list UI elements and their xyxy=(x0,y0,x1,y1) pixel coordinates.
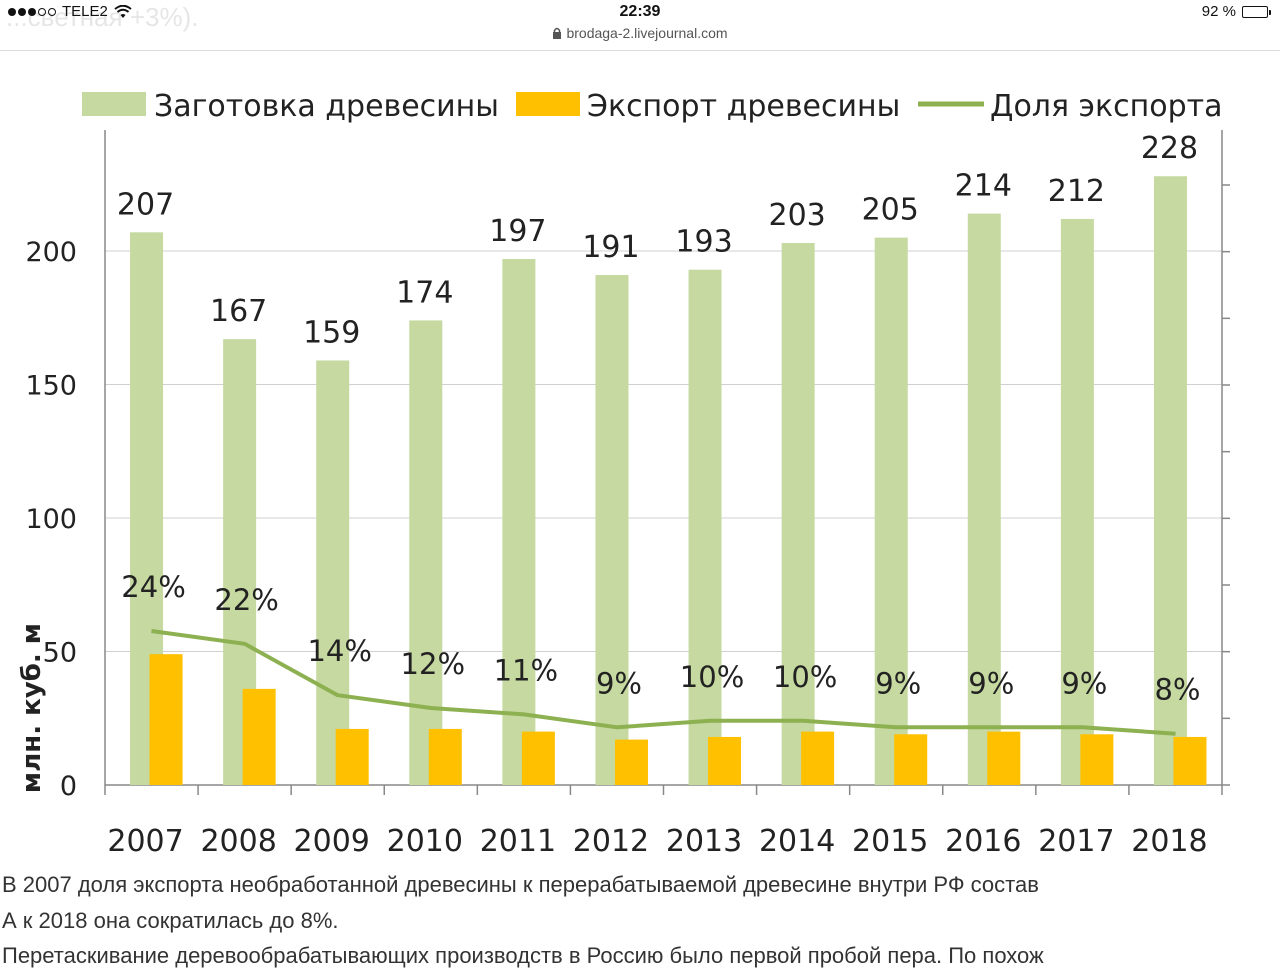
battery-percent: 92 % xyxy=(1201,3,1236,20)
share-label: 10% xyxy=(680,660,744,694)
y-tick-label: 50 xyxy=(43,638,77,669)
x-tick-label: 2010 xyxy=(387,824,463,859)
share-label: 9% xyxy=(875,666,921,700)
bar-harvest xyxy=(409,320,443,785)
y-axis-label: млн. куб. м xyxy=(17,623,47,793)
bar-value-label: 203 xyxy=(768,198,825,233)
bar-value-label: 159 xyxy=(303,315,360,350)
x-tick-label: 2007 xyxy=(107,824,183,859)
legend-label-share: Доля экспорта xyxy=(990,89,1223,124)
bar-harvest xyxy=(874,237,908,785)
legend-swatch-harvest xyxy=(82,92,146,116)
bar-value-label: 197 xyxy=(489,214,546,249)
share-label: 14% xyxy=(307,634,371,668)
bar-export xyxy=(894,734,928,785)
x-tick-label: 2013 xyxy=(666,824,742,859)
x-tick-label: 2017 xyxy=(1038,824,1114,859)
bar-export xyxy=(428,728,462,785)
bar-harvest xyxy=(967,213,1001,785)
bar-harvest xyxy=(316,360,350,785)
bar-value-label: 193 xyxy=(675,225,732,260)
bar-export xyxy=(149,654,183,785)
share-label: 9% xyxy=(596,666,642,700)
battery-info: 92 % xyxy=(1201,3,1271,20)
x-tick-label: 2012 xyxy=(573,824,649,859)
legend-label-harvest: Заготовка древесины xyxy=(154,89,499,124)
bar-harvest xyxy=(688,269,722,785)
bar-value-label: 228 xyxy=(1141,131,1198,166)
bar-export xyxy=(987,731,1021,785)
share-label: 9% xyxy=(968,666,1014,700)
status-bar: ...светная +3%). TELE2 22:39 brodaga-2.l… xyxy=(0,0,1280,51)
bar-value-label: 214 xyxy=(955,169,1012,204)
bar-value-label: 174 xyxy=(396,275,453,310)
clock: 22:39 xyxy=(619,3,661,20)
x-tick-label: 2011 xyxy=(480,824,556,859)
wifi-icon xyxy=(114,4,132,18)
caption-line-2: А к 2018 она сократилась до 8%. xyxy=(2,908,339,933)
bar-harvest xyxy=(502,259,536,785)
bar-value-label: 205 xyxy=(862,193,919,228)
y-tick-label: 150 xyxy=(25,371,77,402)
bar-harvest xyxy=(1060,218,1094,785)
share-label: 8% xyxy=(1154,673,1200,707)
bar-export xyxy=(708,736,742,785)
lock-icon xyxy=(553,27,562,39)
bar-value-label: 212 xyxy=(1048,174,1105,209)
y-tick-label: 0 xyxy=(60,771,77,802)
share-label: 10% xyxy=(773,660,837,694)
legend-label-export: Экспорт древесины xyxy=(587,89,900,124)
address-bar[interactable]: brodaga-2.livejournal.com xyxy=(0,25,1280,41)
bar-harvest xyxy=(781,242,815,786)
x-tick-label: 2018 xyxy=(1131,824,1207,859)
share-label: 11% xyxy=(494,653,558,687)
bar-export xyxy=(1173,736,1207,785)
share-label: 22% xyxy=(214,583,278,617)
url-text: brodaga-2.livejournal.com xyxy=(566,25,728,41)
caption-line-1: В 2007 доля экспорта необработанной древ… xyxy=(2,872,1039,897)
x-tick-label: 2008 xyxy=(200,824,276,859)
wood-harvest-export-chart: 0 50 100 150 200 млн. куб. м 207 2007 167 2008 159… xyxy=(17,89,1230,859)
signal-strength-icon xyxy=(8,7,56,16)
bar-harvest xyxy=(1153,176,1187,785)
bar-export xyxy=(521,731,555,785)
ghost-text: ...светная +3%). xyxy=(6,2,199,32)
bar-export xyxy=(335,728,369,785)
bar-export xyxy=(1080,734,1114,785)
caption-line-3: Перетаскивание деревообрабатывающих прои… xyxy=(2,943,1044,968)
share-label: 12% xyxy=(401,647,465,681)
x-tick-label: 2014 xyxy=(759,824,835,859)
carrier-name: TELE2 xyxy=(62,3,108,20)
carrier-info: TELE2 xyxy=(8,3,132,20)
y-tick-label: 200 xyxy=(25,237,77,268)
x-tick-label: 2016 xyxy=(945,824,1021,859)
bar-export xyxy=(801,731,835,785)
x-tick-label: 2015 xyxy=(852,824,928,859)
bar-export xyxy=(242,688,276,785)
bar-value-label: 191 xyxy=(582,230,639,265)
share-line xyxy=(151,629,1176,736)
bar-value-label: 167 xyxy=(210,294,267,329)
bar-value-label: 207 xyxy=(117,187,174,222)
share-label: 9% xyxy=(1061,666,1107,700)
y-tick-label: 100 xyxy=(25,504,77,535)
share-label: 24% xyxy=(121,570,185,604)
battery-icon xyxy=(1242,5,1271,18)
bar-export xyxy=(614,739,648,785)
legend-swatch-export xyxy=(516,92,580,116)
bar-harvest xyxy=(595,275,629,785)
x-tick-label: 2009 xyxy=(294,824,370,859)
